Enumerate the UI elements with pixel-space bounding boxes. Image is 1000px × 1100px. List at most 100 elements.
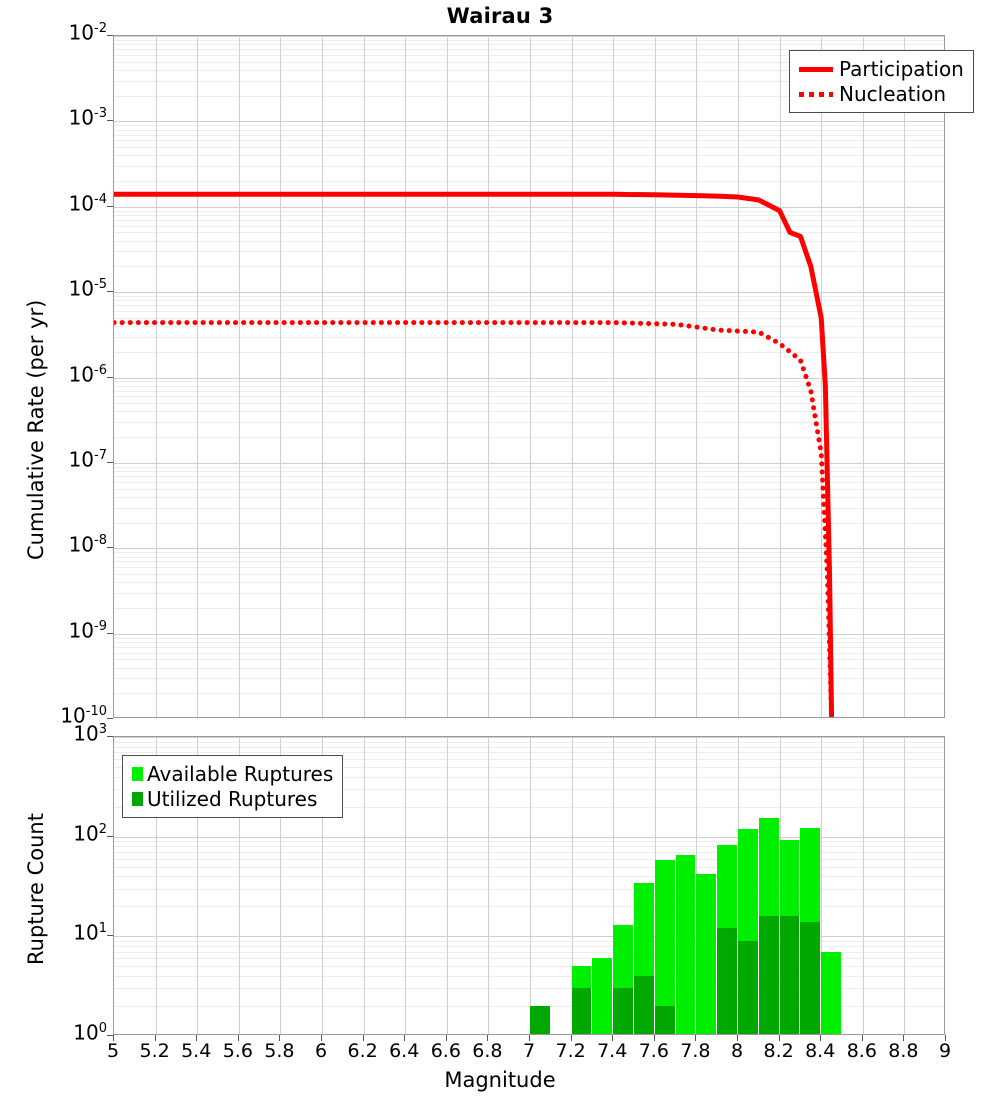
bar-utilized: [654, 1006, 675, 1034]
x-tick-label: 7.8: [680, 1040, 711, 1062]
bar-utilized: [530, 1006, 550, 1034]
gridline: [863, 737, 864, 1034]
x-tick-label: 8.6: [846, 1040, 877, 1062]
gridline-minor: [114, 647, 944, 648]
gridline-minor: [114, 155, 944, 156]
tick-mark: [196, 1035, 197, 1041]
legend-label-participation: Participation: [839, 56, 964, 81]
gridline-minor: [114, 841, 944, 842]
gridline-minor: [114, 489, 944, 490]
y-tick-label: 102: [73, 821, 107, 846]
y-axis-title-bottom: Rupture Count: [24, 813, 48, 965]
tick-mark: [113, 1035, 114, 1041]
gridline-minor: [114, 552, 944, 553]
gridline-minor: [114, 759, 944, 760]
gridline-minor: [114, 642, 944, 643]
gridline: [821, 36, 822, 717]
legend-item-utilized-ruptures[interactable]: Utilized Ruptures: [132, 786, 333, 811]
gridline-minor: [114, 437, 944, 438]
gridline-minor: [114, 337, 944, 338]
tick-mark: [107, 120, 113, 121]
tick-mark: [363, 1035, 364, 1041]
gridline-minor: [114, 135, 944, 136]
gridline-minor: [114, 1006, 944, 1007]
gridline-minor: [114, 386, 944, 387]
gridline-minor: [114, 777, 944, 778]
gridline-minor: [114, 482, 944, 483]
gridline-minor: [114, 130, 944, 131]
gridline-minor: [114, 852, 944, 853]
tick-mark: [529, 1035, 530, 1041]
gridline-minor: [114, 352, 944, 353]
gridline: [114, 634, 944, 635]
gridline-minor: [114, 147, 944, 148]
tick-mark: [862, 1035, 863, 1041]
participation-curve: [114, 191, 835, 717]
tick-mark: [238, 1035, 239, 1041]
gridline: [322, 36, 323, 717]
gridline-minor: [114, 952, 944, 953]
gridline: [364, 36, 365, 717]
gridline: [114, 121, 944, 122]
gridline-minor: [114, 582, 944, 583]
gridline: [114, 548, 944, 549]
page-title: Wairau 3: [446, 4, 554, 28]
gridline-minor: [114, 166, 944, 167]
bar-available: [696, 874, 717, 1034]
x-tick-label: 8: [730, 1040, 744, 1062]
gridline: [863, 36, 864, 717]
gridline-minor: [114, 608, 944, 609]
bar-available: [654, 860, 675, 1034]
x-tick-label: 6.4: [389, 1040, 420, 1062]
gridline: [613, 737, 614, 1034]
gridline-minor: [114, 557, 944, 558]
gridline-minor: [114, 693, 944, 694]
gridline-minor: [114, 403, 944, 404]
x-tick-label: 7.2: [555, 1040, 586, 1062]
gridline-minor: [114, 941, 944, 942]
gridline-minor: [114, 889, 944, 890]
gridline: [904, 36, 905, 717]
gridline-minor: [114, 326, 944, 327]
gridline-minor: [114, 381, 944, 382]
legend-item-nucleation[interactable]: Nucleation: [799, 81, 964, 106]
gridline: [114, 463, 944, 464]
legend-item-participation[interactable]: Participation: [799, 56, 964, 81]
gridline: [696, 36, 697, 717]
tick-mark: [107, 291, 113, 292]
tick-mark: [903, 1035, 904, 1041]
gridline: [280, 737, 281, 1034]
legend-item-available-ruptures[interactable]: Available Ruptures: [132, 761, 333, 786]
tick-mark: [404, 1035, 405, 1041]
gridline: [738, 36, 739, 717]
rupture-count-plot: [113, 736, 945, 1035]
gridline: [572, 36, 573, 717]
gridline: [156, 36, 157, 717]
gridline-minor: [114, 311, 944, 312]
tick-mark: [107, 718, 113, 719]
x-tick-label: 9: [938, 1040, 952, 1062]
gridline-minor: [114, 140, 944, 141]
gridline-minor: [114, 232, 944, 233]
gridline: [405, 737, 406, 1034]
x-tick-label: 7: [522, 1040, 536, 1062]
x-tick-label: 8.4: [805, 1040, 836, 1062]
gridline: [780, 36, 781, 717]
bar-utilized: [634, 976, 654, 1034]
y-tick-label: 103: [73, 721, 107, 746]
gridline-minor: [114, 659, 944, 660]
gridline-minor: [114, 220, 944, 221]
tick-mark: [737, 1035, 738, 1041]
y-tick-label: 10-3: [68, 106, 107, 131]
gridline-minor: [114, 859, 944, 860]
y-tick-label: 10-5: [68, 276, 107, 301]
y-tick-label: 10-7: [68, 447, 107, 472]
tick-mark: [107, 462, 113, 463]
gridline-minor: [114, 846, 944, 847]
gridline-minor: [114, 318, 944, 319]
gridline-minor: [114, 574, 944, 575]
tick-mark: [155, 1035, 156, 1041]
gridline: [114, 936, 944, 937]
gridline-minor: [114, 742, 944, 743]
